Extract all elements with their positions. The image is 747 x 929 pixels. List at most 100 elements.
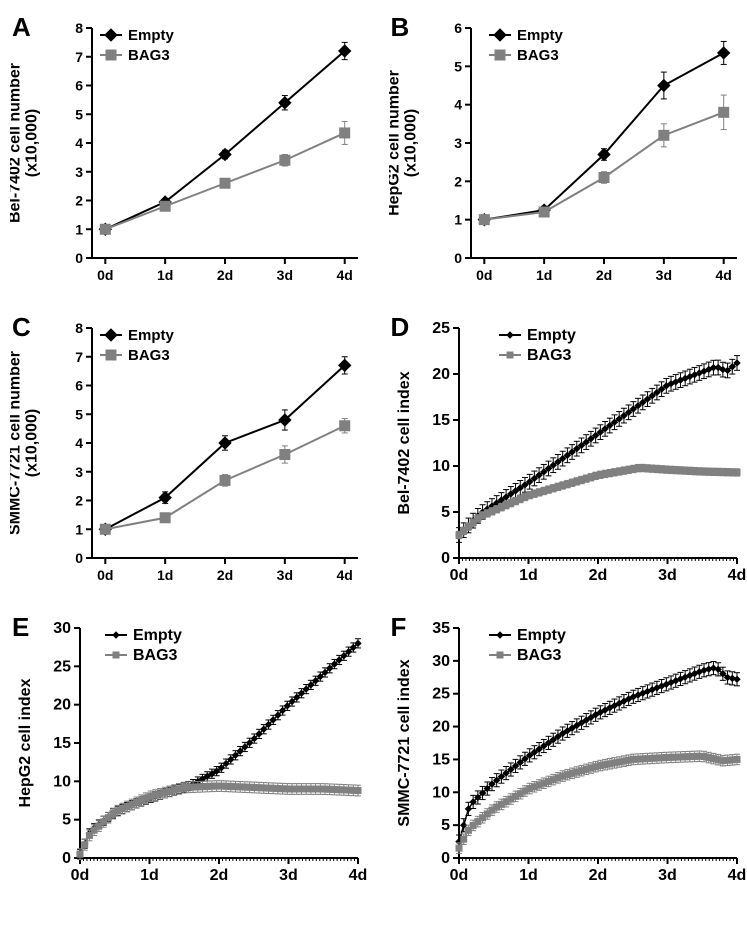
svg-text:5: 5 <box>441 504 450 521</box>
svg-text:4d: 4d <box>337 567 353 583</box>
svg-text:Empty: Empty <box>527 327 576 344</box>
svg-text:0d: 0d <box>449 867 468 884</box>
svg-text:35: 35 <box>432 620 450 637</box>
svg-text:SMMC-7721 cell index: SMMC-7721 cell index <box>396 659 413 826</box>
svg-text:3d: 3d <box>655 267 671 283</box>
svg-text:4d: 4d <box>727 867 746 884</box>
svg-text:1d: 1d <box>519 567 538 584</box>
svg-text:2: 2 <box>75 493 83 509</box>
svg-text:7: 7 <box>75 49 83 65</box>
svg-text:0d: 0d <box>71 867 90 884</box>
svg-text:7: 7 <box>75 349 83 365</box>
chart-A: 0123456780d1d2d3d4dBel-7402 cell number(… <box>10 10 370 300</box>
svg-text:3: 3 <box>75 464 83 480</box>
svg-text:4: 4 <box>454 97 462 113</box>
svg-text:5: 5 <box>454 58 462 74</box>
figure-grid: A 0 1 2 3 4 5 6 7 8 0d 1d 2d 3d 4d Bel-7402 cell number… <box>10 10 747 900</box>
svg-text:Empty: Empty <box>128 27 175 44</box>
svg-text:BAG3: BAG3 <box>527 347 572 364</box>
svg-text:30: 30 <box>432 653 450 670</box>
svg-text:0d: 0d <box>476 267 492 283</box>
chart-F: 051015202530350d1d2d3d4dSMMC-7721 cell i… <box>389 610 747 900</box>
svg-text:4d: 4d <box>715 267 731 283</box>
svg-text:20: 20 <box>432 366 450 383</box>
svg-text:2: 2 <box>75 193 83 209</box>
svg-text:4d: 4d <box>337 267 353 283</box>
svg-text:10: 10 <box>53 773 71 790</box>
svg-text:Empty: Empty <box>133 627 182 644</box>
panel-E: E0510152025300d1d2d3d4dHepG2 cell indexE… <box>10 610 379 900</box>
svg-text:3d: 3d <box>277 567 293 583</box>
chart-C: 0 1 2 3 4 5 6 7 8 0d 1d 2d 3d 4d SMMC-7721 cell number… <box>10 310 370 600</box>
svg-text:0d: 0d <box>97 267 113 283</box>
svg-text:20: 20 <box>53 697 71 714</box>
svg-text:0: 0 <box>75 250 83 266</box>
svg-text:15: 15 <box>432 412 450 429</box>
svg-text:25: 25 <box>53 658 71 675</box>
svg-text:0: 0 <box>62 850 71 867</box>
svg-text:15: 15 <box>432 751 450 768</box>
svg-text:0d: 0d <box>97 567 113 583</box>
svg-text:15: 15 <box>53 735 71 752</box>
svg-text:BAG3: BAG3 <box>128 347 170 364</box>
svg-text:20: 20 <box>432 719 450 736</box>
svg-text:Empty: Empty <box>517 627 566 644</box>
svg-text:Empty: Empty <box>517 27 564 44</box>
svg-text:1d: 1d <box>157 567 173 583</box>
svg-text:6: 6 <box>75 378 83 394</box>
svg-text:5: 5 <box>62 812 71 829</box>
svg-text:3d: 3d <box>658 567 677 584</box>
svg-text:4d: 4d <box>349 867 368 884</box>
svg-text:0: 0 <box>441 550 450 567</box>
svg-text:BAG3: BAG3 <box>517 647 562 664</box>
svg-text:Bel-7402 cell number: Bel-7402 cell number <box>10 63 24 223</box>
svg-text:BAG3: BAG3 <box>128 47 170 64</box>
panel-D: D05101520250d1d2d3d4dBel-7402 cell index… <box>389 310 747 600</box>
svg-text:1d: 1d <box>140 867 159 884</box>
svg-text:2d: 2d <box>210 867 229 884</box>
svg-text:2d: 2d <box>217 267 233 283</box>
svg-text:1d: 1d <box>157 267 173 283</box>
svg-text:5: 5 <box>75 406 83 422</box>
svg-text:Bel-7402 cell index: Bel-7402 cell index <box>396 371 413 514</box>
svg-text:HepG2 cell number: HepG2 cell number <box>389 70 403 216</box>
svg-text:2d: 2d <box>595 267 611 283</box>
svg-text:2d: 2d <box>217 567 233 583</box>
svg-text:BAG3: BAG3 <box>133 647 178 664</box>
panel-label-E: E <box>12 612 29 643</box>
svg-text:0: 0 <box>454 250 462 266</box>
svg-text:2d: 2d <box>588 567 607 584</box>
svg-text:5: 5 <box>441 817 450 834</box>
svg-text:Empty: Empty <box>128 327 175 344</box>
svg-text:1: 1 <box>75 221 83 237</box>
svg-text:10: 10 <box>432 458 450 475</box>
svg-text:3: 3 <box>75 164 83 180</box>
panel-label-D: D <box>391 312 410 343</box>
svg-text:2: 2 <box>454 173 462 189</box>
panel-A: A0123456780d1d2d3d4dBel-7402 cell number… <box>10 10 379 300</box>
svg-text:6: 6 <box>454 20 462 36</box>
svg-text:(x10,000): (x10,000) <box>23 409 40 478</box>
svg-text:(x10,000): (x10,000) <box>402 109 419 178</box>
svg-text:0: 0 <box>75 550 83 566</box>
chart-B: 01234560d1d2d3d4dHepG2 cell number(x10,0… <box>389 10 747 300</box>
svg-text:8: 8 <box>75 320 83 336</box>
panel-label-A: A <box>12 12 31 43</box>
svg-text:SMMC-7721 cell number: SMMC-7721 cell number <box>10 351 24 535</box>
svg-text:30: 30 <box>53 620 71 637</box>
svg-text:6: 6 <box>75 78 83 94</box>
svg-text:0d: 0d <box>449 567 468 584</box>
svg-text:3: 3 <box>454 135 462 151</box>
chart-E: 0510152025300d1d2d3d4dHepG2 cell indexEm… <box>10 610 370 900</box>
svg-text:25: 25 <box>432 320 450 337</box>
svg-text:0: 0 <box>441 850 450 867</box>
chart-D: 05101520250d1d2d3d4dBel-7402 cell indexE… <box>389 310 747 600</box>
svg-text:1: 1 <box>75 521 83 537</box>
svg-text:1d: 1d <box>519 867 538 884</box>
svg-text:25: 25 <box>432 686 450 703</box>
panel-label-F: F <box>391 612 407 643</box>
svg-text:4: 4 <box>75 435 83 451</box>
svg-text:10: 10 <box>432 784 450 801</box>
svg-text:4: 4 <box>75 135 83 151</box>
svg-text:3d: 3d <box>279 867 298 884</box>
